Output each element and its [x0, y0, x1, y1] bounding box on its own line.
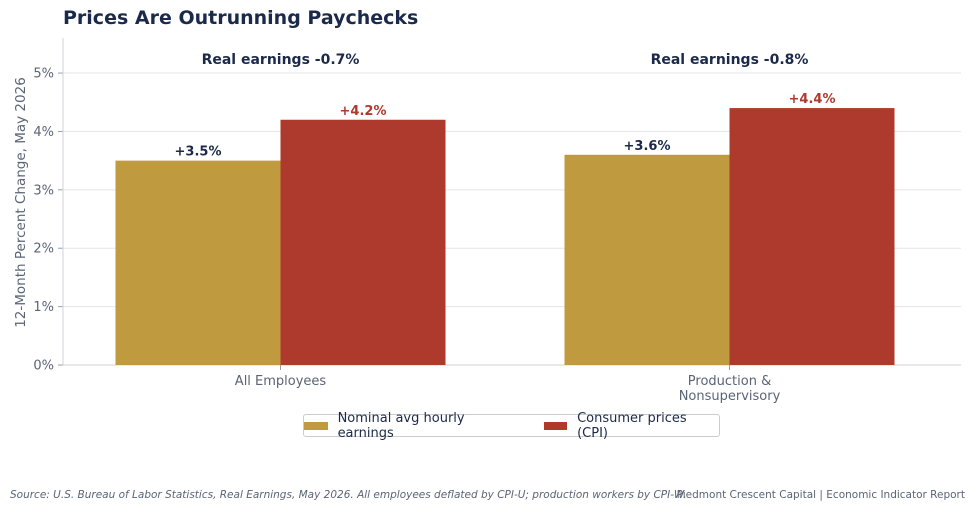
bar — [280, 119, 446, 365]
bar — [564, 154, 730, 365]
bar-value-label: +4.2% — [340, 104, 387, 119]
legend-item-nominal-earnings: Nominal avg hourly earnings — [304, 411, 522, 441]
legend: Nominal avg hourly earnings Consumer pri… — [303, 411, 720, 441]
bar-value-label: +4.4% — [789, 92, 836, 107]
bar-value-label: +3.5% — [175, 145, 222, 160]
y-tick-label: 5% — [33, 67, 54, 82]
legend-swatch-nominal-earnings — [304, 421, 328, 430]
legend-item-cpi: Consumer prices (CPI) — [543, 410, 719, 441]
y-tick-label: 2% — [33, 242, 54, 257]
bar — [115, 160, 281, 365]
bar — [729, 108, 895, 366]
y-axis-title: 12-Month Percent Change, May 2026 — [13, 77, 29, 328]
legend-label-nominal-earnings: Nominal avg hourly earnings — [337, 410, 465, 441]
legend-label-cpi: Consumer prices (CPI) — [577, 410, 687, 441]
legend-swatch-cpi — [543, 421, 568, 430]
y-tick-label: 0% — [33, 359, 54, 374]
y-tick-label: 4% — [33, 125, 54, 140]
x-tick-label: Production & — [688, 374, 771, 389]
real-earnings-annotation: Real earnings -0.8% — [651, 52, 809, 68]
bar-value-label: +3.6% — [624, 139, 671, 154]
chart-title: Prices Are Outrunning Paychecks — [63, 7, 419, 29]
brand-credit: Piedmont Crescent Capital | Economic Ind… — [676, 489, 965, 501]
source-note: Source: U.S. Bureau of Labor Statistics,… — [10, 489, 687, 501]
y-tick-label: 3% — [33, 183, 54, 198]
x-tick-label: Nonsupervisory — [679, 389, 781, 404]
real-earnings-annotation: Real earnings -0.7% — [202, 52, 360, 68]
x-tick-label: All Employees — [235, 374, 327, 389]
y-tick-label: 1% — [33, 300, 54, 315]
